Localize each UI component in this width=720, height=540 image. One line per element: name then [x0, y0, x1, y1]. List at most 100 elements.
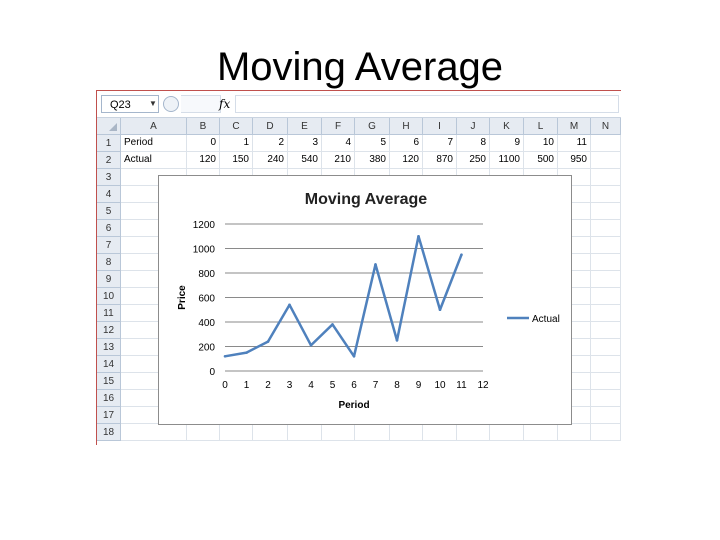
cell-d2[interactable]: 240 — [253, 152, 288, 169]
cell-k18[interactable] — [490, 424, 524, 441]
cell-k1[interactable]: 9 — [490, 135, 524, 152]
cell-c2[interactable]: 150 — [220, 152, 253, 169]
cell-n8[interactable] — [591, 254, 621, 271]
cell-j2[interactable]: 250 — [457, 152, 490, 169]
cell-n7[interactable] — [591, 237, 621, 254]
cell-b1[interactable]: 0 — [187, 135, 220, 152]
cell-m10[interactable] — [558, 288, 591, 305]
cell-e18[interactable] — [288, 424, 322, 441]
cell-m11[interactable] — [558, 305, 591, 322]
row-header-2[interactable]: 2 — [97, 152, 121, 169]
column-header-e[interactable]: E — [288, 118, 322, 135]
column-header-c[interactable]: C — [220, 118, 253, 135]
cell-c1[interactable]: 1 — [220, 135, 253, 152]
cell-n1[interactable] — [591, 135, 621, 152]
cell-g2[interactable]: 380 — [355, 152, 390, 169]
column-header-f[interactable]: F — [322, 118, 355, 135]
cell-g1[interactable]: 5 — [355, 135, 390, 152]
cell-n4[interactable] — [591, 186, 621, 203]
cell-m17[interactable] — [558, 407, 591, 424]
cell-n13[interactable] — [591, 339, 621, 356]
column-header-m[interactable]: M — [558, 118, 591, 135]
cell-f18[interactable] — [322, 424, 355, 441]
column-header-i[interactable]: I — [423, 118, 457, 135]
cell-n2[interactable] — [591, 152, 621, 169]
column-header-n[interactable]: N — [591, 118, 621, 135]
row-header-4[interactable]: 4 — [97, 186, 121, 203]
cell-n6[interactable] — [591, 220, 621, 237]
cell-m2[interactable]: 950 — [558, 152, 591, 169]
row-header-8[interactable]: 8 — [97, 254, 121, 271]
column-header-h[interactable]: H — [390, 118, 423, 135]
resize-handle-icon[interactable] — [163, 96, 179, 112]
cell-i1[interactable]: 7 — [423, 135, 457, 152]
row-header-7[interactable]: 7 — [97, 237, 121, 254]
cell-n17[interactable] — [591, 407, 621, 424]
cell-m12[interactable] — [558, 322, 591, 339]
cell-m15[interactable] — [558, 373, 591, 390]
formula-input[interactable] — [235, 95, 619, 113]
column-header-g[interactable]: G — [355, 118, 390, 135]
cell-l2[interactable]: 500 — [524, 152, 558, 169]
cell-i18[interactable] — [423, 424, 457, 441]
column-header-k[interactable]: K — [490, 118, 524, 135]
cell-m5[interactable] — [558, 203, 591, 220]
cell-e1[interactable]: 3 — [288, 135, 322, 152]
cell-m13[interactable] — [558, 339, 591, 356]
cell-e2[interactable]: 540 — [288, 152, 322, 169]
chevron-down-icon[interactable]: ▼ — [149, 99, 157, 108]
cell-n16[interactable] — [591, 390, 621, 407]
cell-a2[interactable]: Actual — [121, 152, 187, 169]
row-header-12[interactable]: 12 — [97, 322, 121, 339]
cell-h2[interactable]: 120 — [390, 152, 423, 169]
cell-k2[interactable]: 1100 — [490, 152, 524, 169]
cell-d18[interactable] — [253, 424, 288, 441]
cell-h18[interactable] — [390, 424, 423, 441]
cell-n14[interactable] — [591, 356, 621, 373]
cell-n15[interactable] — [591, 373, 621, 390]
row-header-13[interactable]: 13 — [97, 339, 121, 356]
column-header-l[interactable]: L — [524, 118, 558, 135]
cell-n11[interactable] — [591, 305, 621, 322]
row-header-17[interactable]: 17 — [97, 407, 121, 424]
cell-m4[interactable] — [558, 186, 591, 203]
cell-j18[interactable] — [457, 424, 490, 441]
cell-d1[interactable]: 2 — [253, 135, 288, 152]
row-header-14[interactable]: 14 — [97, 356, 121, 373]
cell-n5[interactable] — [591, 203, 621, 220]
row-header-5[interactable]: 5 — [97, 203, 121, 220]
cell-m18[interactable] — [558, 424, 591, 441]
cell-m9[interactable] — [558, 271, 591, 288]
cell-h1[interactable]: 6 — [390, 135, 423, 152]
cell-g18[interactable] — [355, 424, 390, 441]
cell-m1[interactable]: 11 — [558, 135, 591, 152]
column-header-b[interactable]: B — [187, 118, 220, 135]
cell-a18[interactable] — [121, 424, 187, 441]
row-header-16[interactable]: 16 — [97, 390, 121, 407]
row-header-9[interactable]: 9 — [97, 271, 121, 288]
function-icon[interactable]: fx — [219, 97, 231, 111]
cell-i2[interactable]: 870 — [423, 152, 457, 169]
cell-m8[interactable] — [558, 254, 591, 271]
cell-m16[interactable] — [558, 390, 591, 407]
cell-c18[interactable] — [220, 424, 253, 441]
cell-n9[interactable] — [591, 271, 621, 288]
cell-l1[interactable]: 10 — [524, 135, 558, 152]
row-header-15[interactable]: 15 — [97, 373, 121, 390]
cell-m3[interactable] — [558, 169, 591, 186]
cell-n12[interactable] — [591, 322, 621, 339]
row-header-10[interactable]: 10 — [97, 288, 121, 305]
cell-n18[interactable] — [591, 424, 621, 441]
column-header-d[interactable]: D — [253, 118, 288, 135]
cell-m6[interactable] — [558, 220, 591, 237]
row-header-18[interactable]: 18 — [97, 424, 121, 441]
cell-b18[interactable] — [187, 424, 220, 441]
cell-n10[interactable] — [591, 288, 621, 305]
cell-m7[interactable] — [558, 237, 591, 254]
row-header-3[interactable]: 3 — [97, 169, 121, 186]
name-box[interactable]: Q23 — [101, 95, 159, 113]
row-header-11[interactable]: 11 — [97, 305, 121, 322]
cell-l18[interactable] — [524, 424, 558, 441]
column-header-j[interactable]: J — [457, 118, 490, 135]
cell-a1[interactable]: Period — [121, 135, 187, 152]
